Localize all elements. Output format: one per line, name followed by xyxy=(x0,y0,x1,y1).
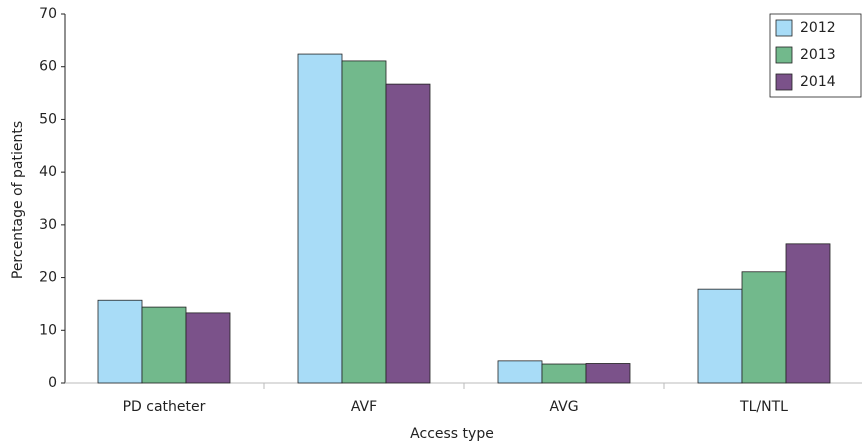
x-tick-label: TL/NTL xyxy=(739,399,788,415)
x-axis-title: Access type xyxy=(410,426,494,442)
legend-swatch xyxy=(775,46,793,64)
bar xyxy=(141,306,187,384)
y-tick-label: 60 xyxy=(39,59,57,75)
x-tick-label: AVF xyxy=(351,399,377,415)
legend-swatch xyxy=(775,19,793,37)
bar xyxy=(497,360,543,384)
bar xyxy=(341,60,387,384)
bar xyxy=(185,312,231,384)
y-tick-label: 20 xyxy=(39,270,57,286)
x-tick-label: PD catheter xyxy=(123,399,206,415)
bar xyxy=(97,299,143,384)
bar xyxy=(785,243,831,384)
y-axis-title: Percentage of patients xyxy=(10,121,26,279)
legend-label: 2014 xyxy=(800,74,836,90)
bar xyxy=(541,363,587,384)
bar xyxy=(585,363,631,384)
y-tick-label: 70 xyxy=(39,6,57,22)
legend-label: 2013 xyxy=(800,47,836,63)
y-tick-label: 30 xyxy=(39,217,57,233)
legend-label: 2012 xyxy=(800,20,836,36)
bar xyxy=(697,288,743,384)
y-tick-label: 0 xyxy=(48,375,57,391)
legend-swatch xyxy=(775,73,793,91)
y-tick-label: 50 xyxy=(39,111,57,127)
bar xyxy=(297,53,343,384)
y-tick-label: 10 xyxy=(39,322,57,338)
bar xyxy=(385,83,431,384)
y-tick-label: 40 xyxy=(39,164,57,180)
bar xyxy=(741,271,787,384)
x-tick-label: AVG xyxy=(549,399,578,415)
